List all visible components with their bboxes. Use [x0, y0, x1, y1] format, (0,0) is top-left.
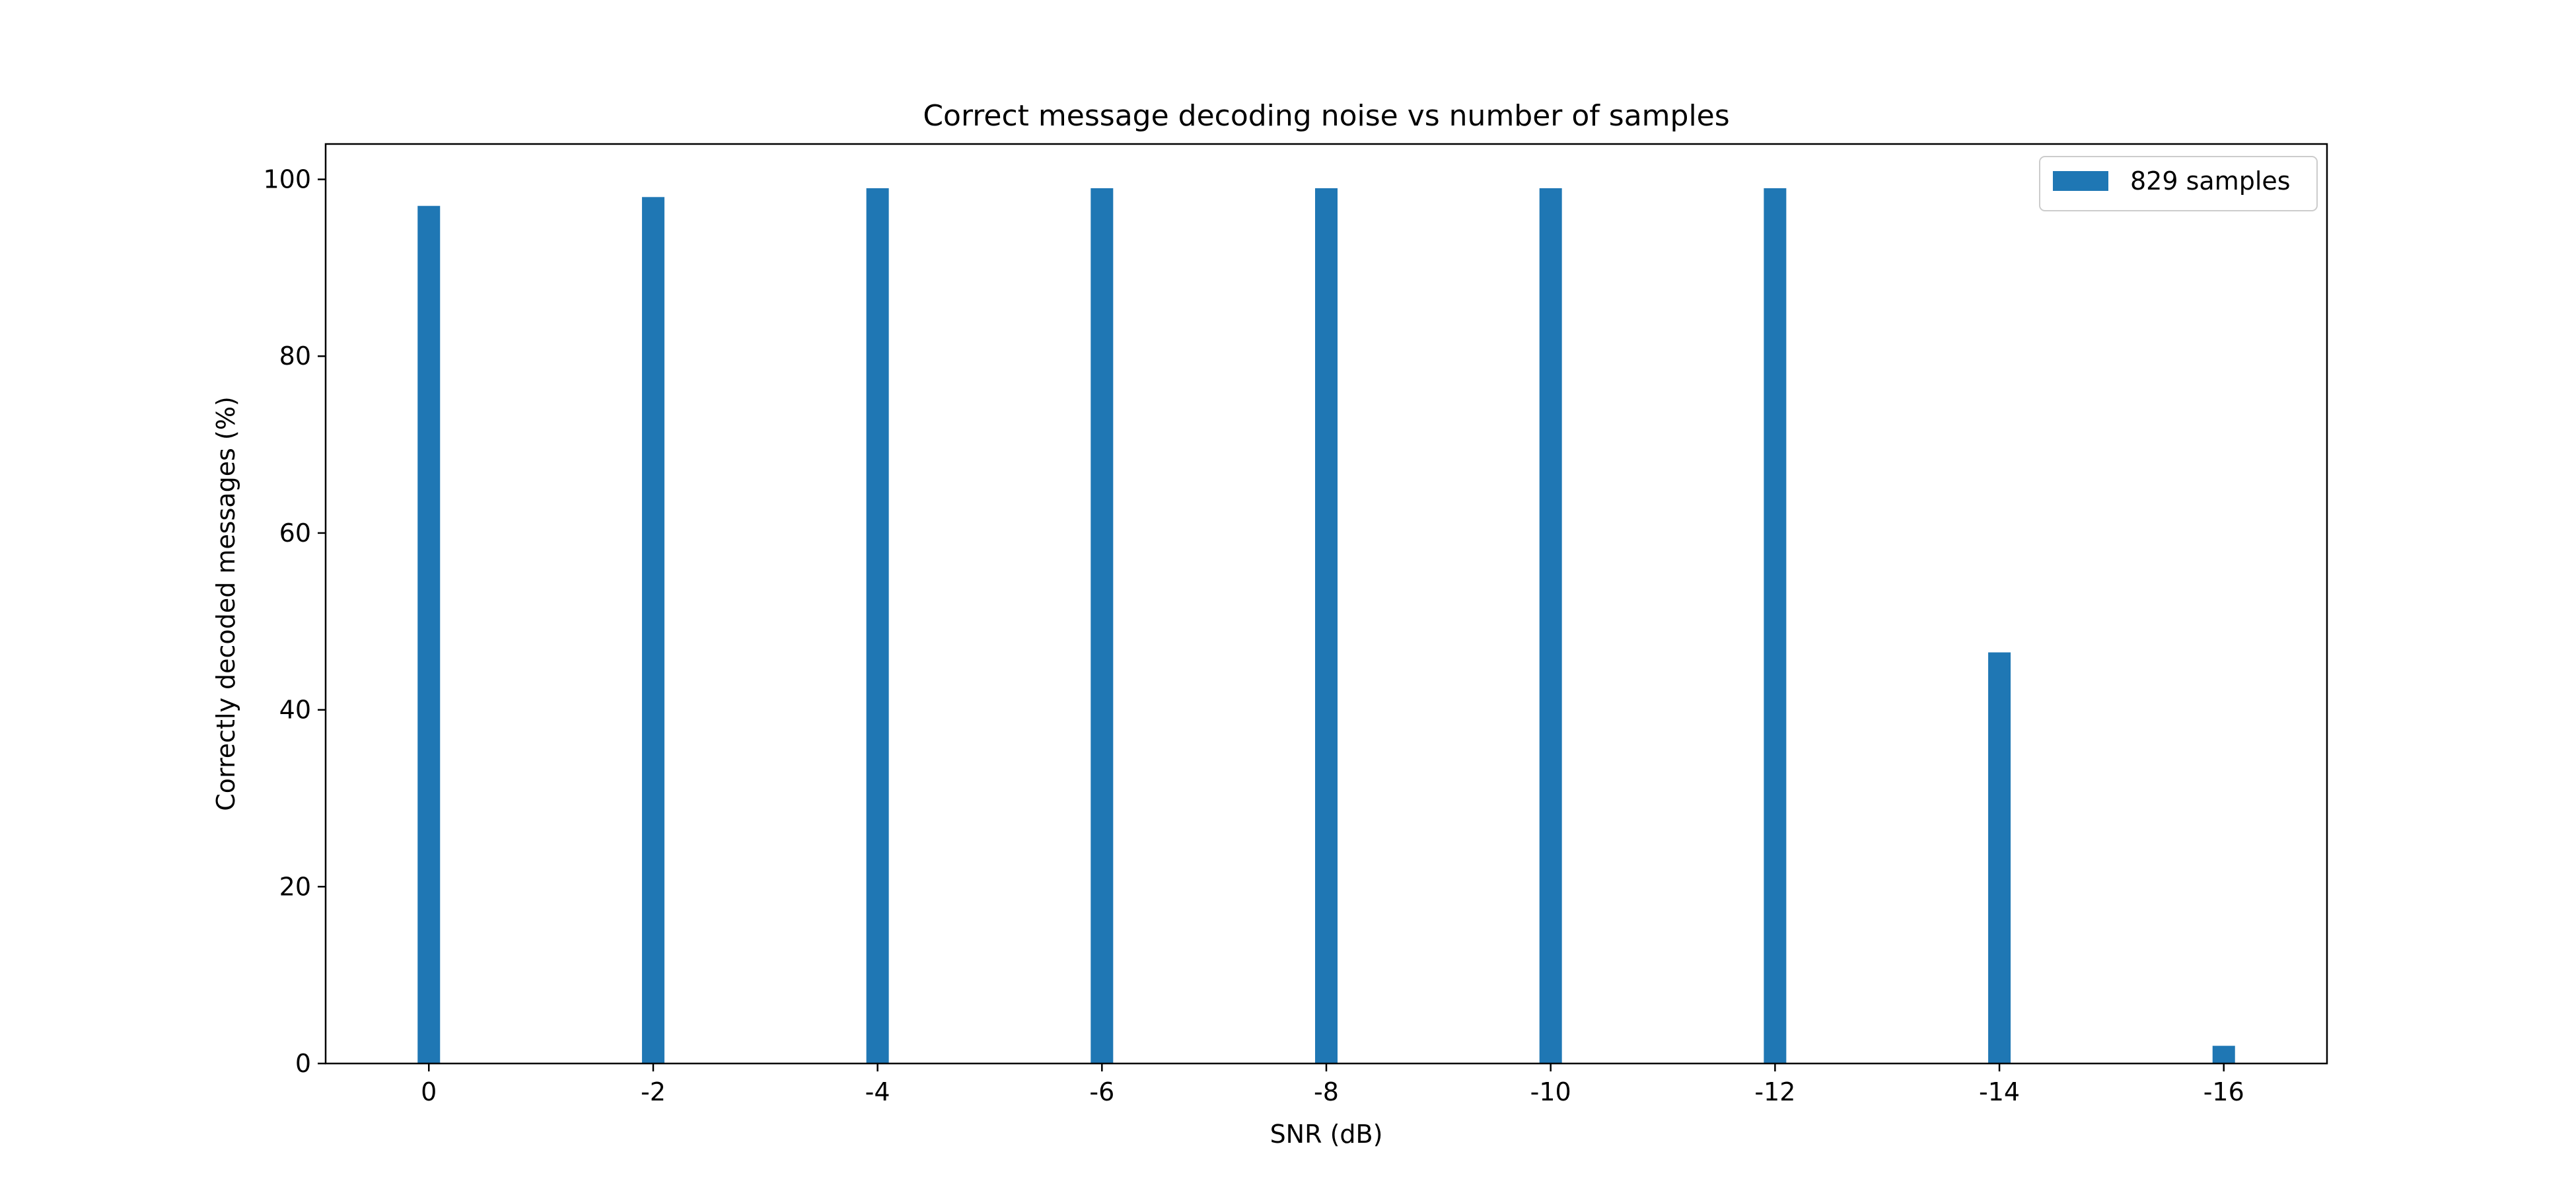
bars-layer — [417, 188, 2235, 1064]
x-tick-label: -2 — [641, 1077, 666, 1106]
y-tick-label: 80 — [279, 342, 311, 371]
bar--2 — [641, 197, 664, 1064]
bar--6 — [1091, 188, 1114, 1063]
bar--14 — [1988, 652, 2011, 1063]
legend-box — [2039, 156, 2318, 211]
y-tick-label: 40 — [279, 696, 311, 725]
x-tick-label: -12 — [1754, 1077, 1795, 1106]
x-axis: 0 -2 -4 -6 -8 -10 -12 -14 -16 — [421, 1063, 2244, 1106]
chart-title: Correct message decoding noise vs number… — [923, 99, 1729, 133]
y-tick-label: 20 — [279, 872, 311, 901]
y-tick-label: 60 — [279, 519, 311, 548]
x-tick-label: -8 — [1314, 1077, 1339, 1106]
y-axis-label: Correctly decoded messages (%) — [211, 396, 240, 811]
bar--4 — [866, 188, 889, 1063]
x-tick-label: -6 — [1089, 1077, 1114, 1106]
bar--16 — [2212, 1046, 2235, 1063]
legend: 829 samples — [2039, 156, 2318, 211]
legend-label: 829 samples — [2130, 166, 2291, 196]
x-tick-label: -14 — [1979, 1077, 2020, 1106]
y-tick-label: 0 — [295, 1049, 311, 1078]
x-tick-label: -4 — [865, 1077, 890, 1106]
bar--8 — [1315, 188, 1338, 1063]
y-tick-label: 100 — [263, 165, 311, 194]
legend-swatch — [2053, 171, 2108, 191]
bar--12 — [1764, 188, 1787, 1063]
x-tick-label: -10 — [1530, 1077, 1571, 1106]
bar-0 — [417, 205, 441, 1063]
x-axis-label: SNR (dB) — [1270, 1120, 1383, 1149]
y-axis: 0 20 40 60 80 100 — [263, 165, 326, 1078]
x-tick-label: 0 — [421, 1077, 437, 1106]
x-tick-label: -16 — [2203, 1077, 2244, 1106]
bar--10 — [1539, 188, 1562, 1063]
